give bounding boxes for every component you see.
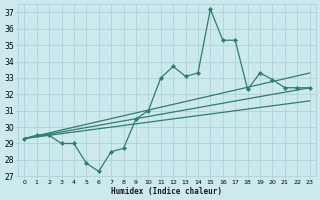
X-axis label: Humidex (Indice chaleur): Humidex (Indice chaleur) bbox=[111, 187, 222, 196]
